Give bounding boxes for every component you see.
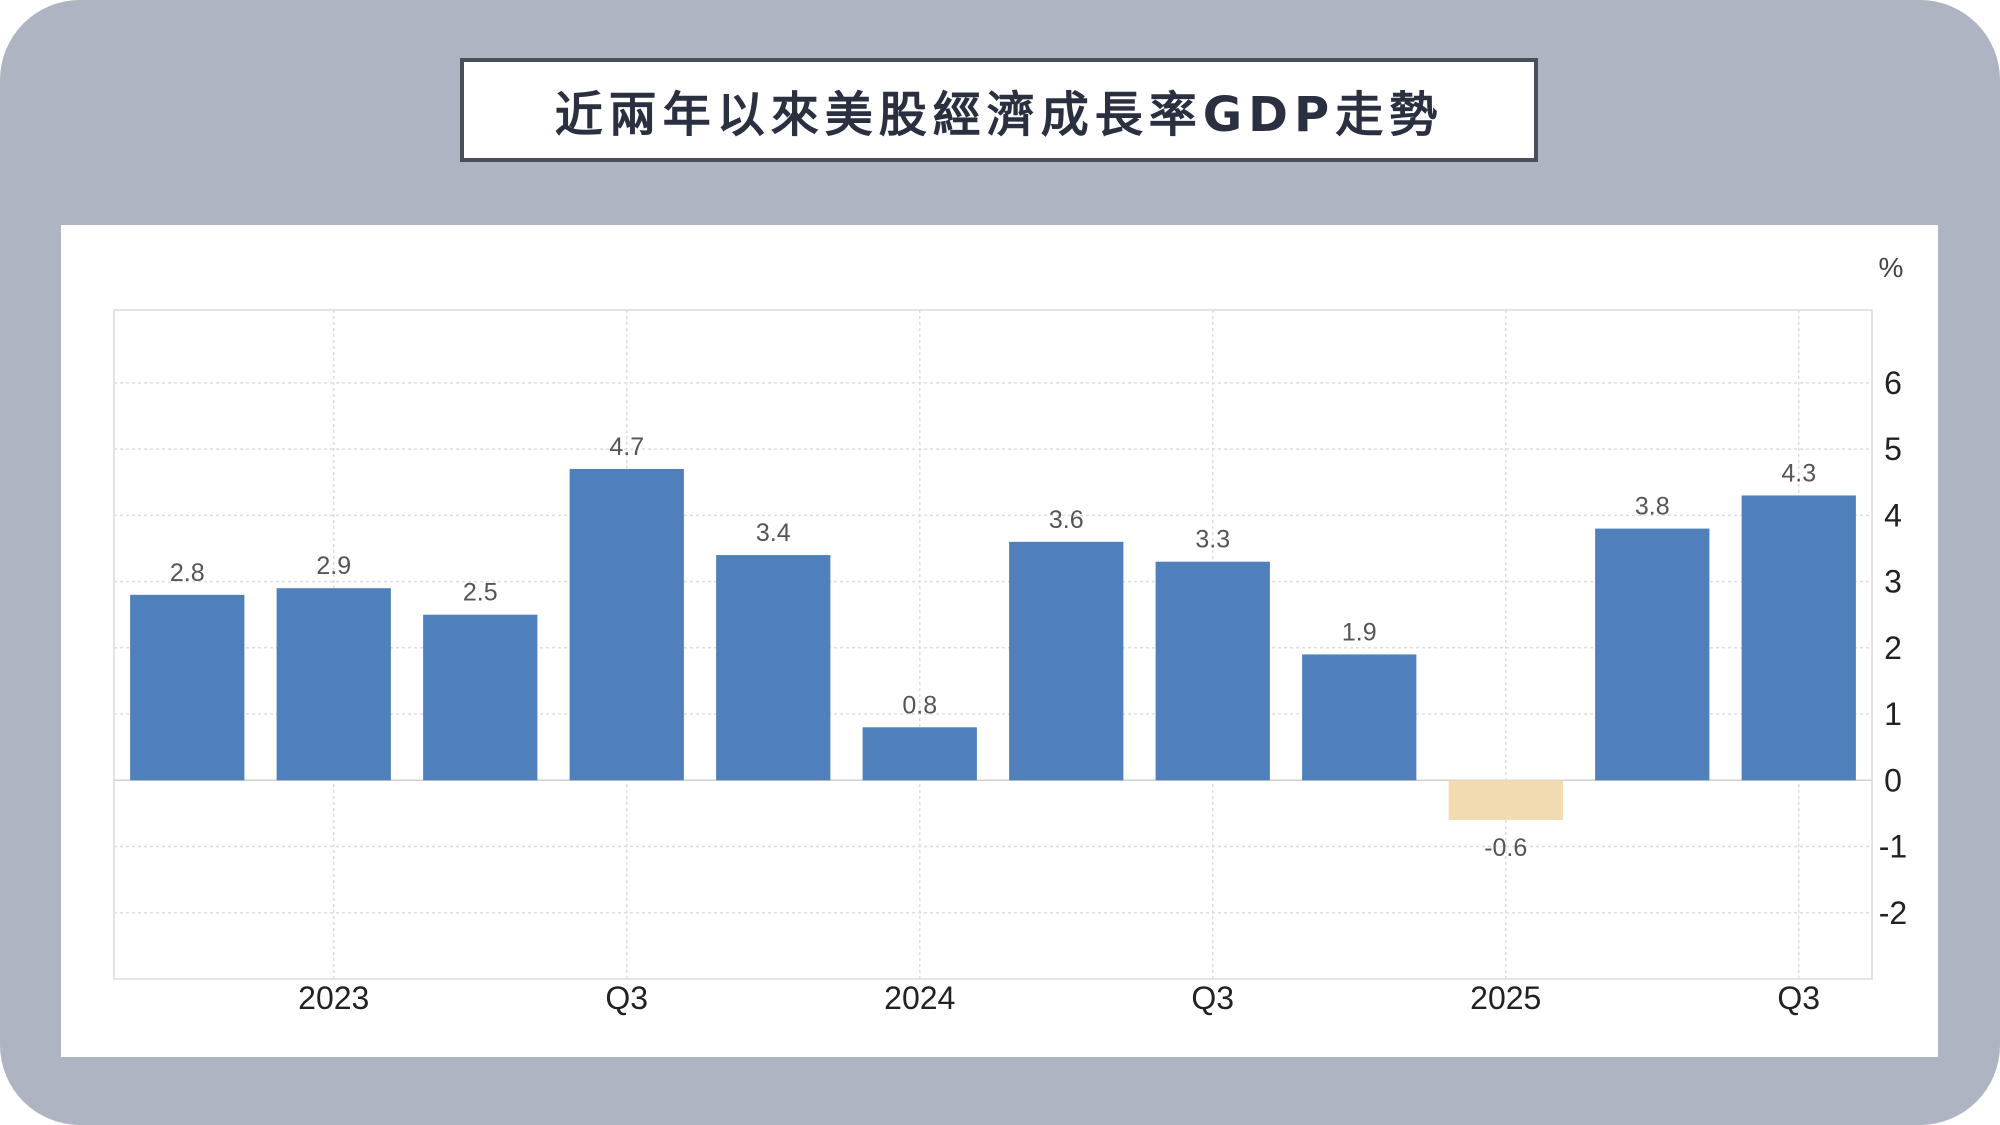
data-label: 2.8 bbox=[170, 559, 205, 587]
bar bbox=[1595, 528, 1710, 781]
bar bbox=[569, 468, 684, 781]
data-label: 3.8 bbox=[1635, 493, 1670, 521]
x-tick-label: 2024 bbox=[884, 980, 955, 1016]
gdp-bar-chart: % 6 5 4 3 2 1 0 -1 -2 2023 Q3 2024 Q3 2025 Q3 2.8 2.9 2.5… bbox=[113, 252, 1907, 1016]
y-tick-label: 4 bbox=[1884, 497, 1902, 533]
x-tick-label: Q3 bbox=[1191, 980, 1234, 1016]
bar bbox=[1741, 495, 1856, 781]
x-tick-label: Q3 bbox=[605, 980, 648, 1016]
bar bbox=[130, 594, 245, 781]
bar bbox=[1448, 780, 1563, 821]
x-tick-label: 2025 bbox=[1470, 980, 1541, 1016]
data-label: 0.8 bbox=[902, 691, 937, 719]
bar bbox=[716, 555, 831, 781]
data-label: 3.3 bbox=[1195, 526, 1230, 554]
y-tick-label: 2 bbox=[1884, 630, 1902, 666]
y-tick-label: -2 bbox=[1879, 895, 1907, 931]
y-tick-label: 5 bbox=[1884, 431, 1902, 467]
title-box: 近兩年以來美股經濟成長率GDP走勢 bbox=[460, 58, 1538, 162]
plot-frame bbox=[113, 309, 1873, 980]
y-tick-label: -1 bbox=[1879, 829, 1907, 865]
chart-title: 近兩年以來美股經濟成長率GDP走勢 bbox=[554, 87, 1444, 143]
y-tick-label: 0 bbox=[1884, 762, 1902, 798]
y-tick-label: 6 bbox=[1884, 365, 1902, 401]
unit-label: % bbox=[1879, 252, 1904, 283]
bar bbox=[1155, 561, 1270, 781]
data-label: 4.7 bbox=[609, 433, 644, 461]
y-tick-label: 1 bbox=[1884, 696, 1902, 732]
bar bbox=[1009, 541, 1124, 781]
data-label: 3.4 bbox=[756, 519, 791, 547]
data-label: 2.5 bbox=[463, 579, 498, 607]
bar bbox=[423, 614, 538, 781]
x-tick-label: Q3 bbox=[1777, 980, 1820, 1016]
data-label: 1.9 bbox=[1342, 618, 1377, 646]
y-tick-label: 3 bbox=[1884, 564, 1902, 600]
x-tick-label: 2023 bbox=[298, 980, 369, 1016]
data-label: 3.6 bbox=[1049, 506, 1084, 534]
data-label: 4.3 bbox=[1781, 459, 1816, 487]
data-label: -0.6 bbox=[1484, 834, 1527, 862]
chart-panel: % 6 5 4 3 2 1 0 -1 -2 2023 Q3 2024 Q3 2025 Q3 2.8 2.9 2.5… bbox=[61, 225, 1938, 1057]
bar bbox=[862, 727, 977, 781]
bar bbox=[1302, 654, 1417, 781]
bar bbox=[276, 588, 391, 781]
data-label: 2.9 bbox=[316, 552, 351, 580]
